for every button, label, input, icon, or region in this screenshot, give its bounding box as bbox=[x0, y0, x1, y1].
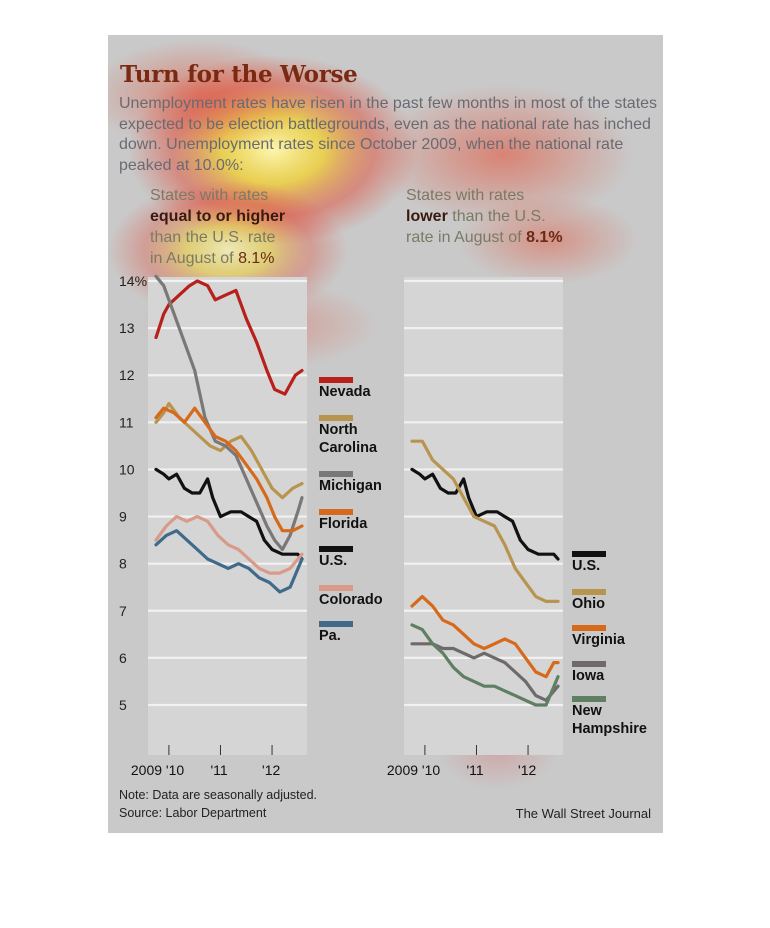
left-legend-label: Colorado bbox=[319, 592, 383, 608]
left-x-tick-label: 2009 '10 bbox=[131, 762, 184, 778]
right-legend-label: U.S. bbox=[572, 558, 600, 574]
right-series-line-new-hampshire bbox=[410, 623, 560, 707]
left-heading-value: 8.1% bbox=[238, 250, 275, 267]
right-legend-label: Ohio bbox=[572, 596, 605, 612]
left-legend-swatch bbox=[319, 509, 353, 515]
right-x-tick-label: '12 bbox=[518, 762, 536, 778]
left-heading-line4-prefix: in August of bbox=[150, 250, 239, 267]
right-legend-label: New bbox=[572, 703, 603, 719]
chart-description: Unemployment rates have risen in the pas… bbox=[119, 95, 658, 175]
right-legend-swatch bbox=[572, 589, 606, 595]
left-x-tick-label: '12 bbox=[262, 762, 280, 778]
left-legend-label: Carolina bbox=[319, 440, 378, 456]
y-tick-label: 12 bbox=[119, 367, 135, 383]
right-legend-swatch bbox=[572, 625, 606, 631]
y-tick-label: 9 bbox=[119, 509, 127, 525]
left-legend-label: Pa. bbox=[319, 628, 341, 644]
data-source: Source: Labor Department bbox=[119, 806, 267, 820]
left-legend-label: Florida bbox=[319, 516, 368, 532]
y-tick-label: 6 bbox=[119, 650, 127, 666]
data-note: Note: Data are seasonally adjusted. bbox=[119, 788, 318, 802]
right-legend-swatch bbox=[572, 551, 606, 557]
left-legend-label: North bbox=[319, 422, 358, 438]
left-legend-swatch bbox=[319, 471, 353, 477]
left-legend-swatch bbox=[319, 546, 353, 552]
y-tick-label: 5 bbox=[119, 697, 127, 713]
right-legend-label: Hampshire bbox=[572, 721, 647, 737]
left-panel-heading: States with rates equal to or higher tha… bbox=[150, 185, 320, 269]
y-tick-label: 7 bbox=[119, 603, 127, 619]
left-x-tick-label: '11 bbox=[210, 762, 227, 778]
right-series-line-virginia bbox=[410, 595, 560, 679]
right-legend-label: Virginia bbox=[572, 632, 626, 648]
left-series-line-colorado bbox=[154, 515, 304, 575]
left-legend-label: Nevada bbox=[319, 384, 372, 400]
right-x-tick-label: '11 bbox=[466, 762, 483, 778]
y-tick-label: 14% bbox=[119, 273, 147, 289]
y-tick-label: 11 bbox=[119, 414, 134, 430]
left-heading-line3: than the U.S. rate bbox=[150, 229, 276, 246]
chart-card: Turn for the Worse Unemployment rates ha… bbox=[108, 35, 663, 833]
left-legend-swatch bbox=[319, 377, 353, 383]
left-series-line-nevada bbox=[154, 279, 304, 396]
right-legend-swatch bbox=[572, 696, 606, 702]
left-series-line-michigan bbox=[154, 274, 304, 552]
left-series-line-pa- bbox=[154, 529, 304, 594]
y-tick-label: 8 bbox=[119, 556, 127, 572]
publisher-credit: The Wall Street Journal bbox=[515, 806, 651, 821]
left-legend-swatch bbox=[319, 621, 353, 627]
right-panel-heading: States with rates lower than the U.S. ra… bbox=[406, 185, 596, 248]
right-legend-label: Iowa bbox=[572, 668, 605, 684]
left-legend-swatch bbox=[319, 585, 353, 591]
line-charts: 14% 13 12 11 10 9 8 7 6 5 2009 '10 '11 '12 Nevada Nort… bbox=[119, 273, 647, 778]
y-tick-label: 10 bbox=[119, 461, 135, 477]
right-heading-bold: lower bbox=[406, 208, 448, 225]
right-heading-line2-rest: than the U.S. bbox=[447, 208, 546, 225]
left-legend-swatch bbox=[319, 415, 353, 421]
y-tick-label: 13 bbox=[119, 320, 135, 336]
right-series-line-u-s- bbox=[410, 467, 560, 561]
right-heading-value: 8.1% bbox=[526, 229, 563, 246]
left-heading-line2: equal to or higher bbox=[150, 208, 286, 225]
left-legend-label: Michigan bbox=[319, 478, 382, 494]
chart-title: Turn for the Worse bbox=[120, 61, 358, 88]
left-series-line-florida bbox=[154, 406, 304, 533]
left-legend-label: U.S. bbox=[319, 553, 347, 569]
right-series-line-ohio bbox=[410, 439, 560, 603]
right-x-tick-label: 2009 '10 bbox=[387, 762, 440, 778]
right-legend-swatch bbox=[572, 661, 606, 667]
right-heading-line1: States with rates bbox=[406, 187, 525, 204]
left-series-line-u-s- bbox=[154, 467, 304, 561]
right-heading-line3-prefix: rate in August of bbox=[406, 229, 527, 246]
left-heading-line1: States with rates bbox=[150, 187, 269, 204]
